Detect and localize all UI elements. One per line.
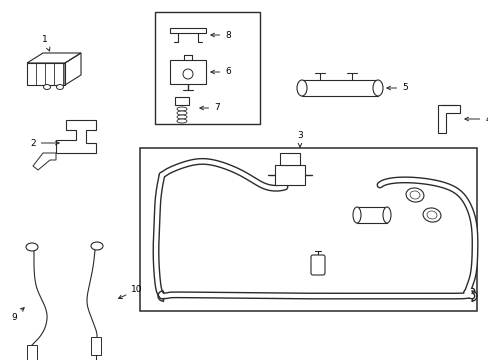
Text: 1: 1 (42, 36, 50, 51)
Text: 8: 8 (210, 31, 230, 40)
Ellipse shape (177, 107, 186, 111)
Bar (356, 207, 386, 223)
Bar (302, 80, 377, 96)
Ellipse shape (422, 208, 440, 222)
FancyBboxPatch shape (310, 255, 325, 275)
Text: 5: 5 (386, 84, 407, 93)
Bar (274, 165, 305, 185)
Ellipse shape (177, 119, 186, 123)
Ellipse shape (177, 115, 186, 119)
Text: 6: 6 (210, 68, 230, 77)
Bar (175, 97, 189, 105)
Ellipse shape (409, 191, 419, 199)
Text: 2: 2 (30, 139, 59, 148)
Text: 9: 9 (11, 307, 24, 321)
Text: 3: 3 (297, 131, 302, 147)
Ellipse shape (57, 85, 63, 90)
Bar (170, 60, 205, 84)
Ellipse shape (26, 243, 38, 251)
Ellipse shape (405, 188, 423, 202)
Bar (27, 345, 37, 360)
Ellipse shape (426, 211, 436, 219)
Ellipse shape (352, 207, 360, 223)
Ellipse shape (183, 69, 193, 79)
Text: 4: 4 (464, 114, 488, 123)
Ellipse shape (372, 80, 382, 96)
Ellipse shape (382, 207, 390, 223)
Ellipse shape (43, 85, 50, 90)
Bar (280, 153, 299, 165)
Bar (170, 28, 205, 33)
Bar (155, 12, 260, 124)
Ellipse shape (91, 242, 103, 250)
Ellipse shape (177, 111, 186, 115)
Bar (91, 337, 101, 355)
Bar (140, 148, 476, 311)
Text: 7: 7 (200, 104, 220, 112)
Text: 10: 10 (118, 285, 142, 298)
Ellipse shape (296, 80, 306, 96)
